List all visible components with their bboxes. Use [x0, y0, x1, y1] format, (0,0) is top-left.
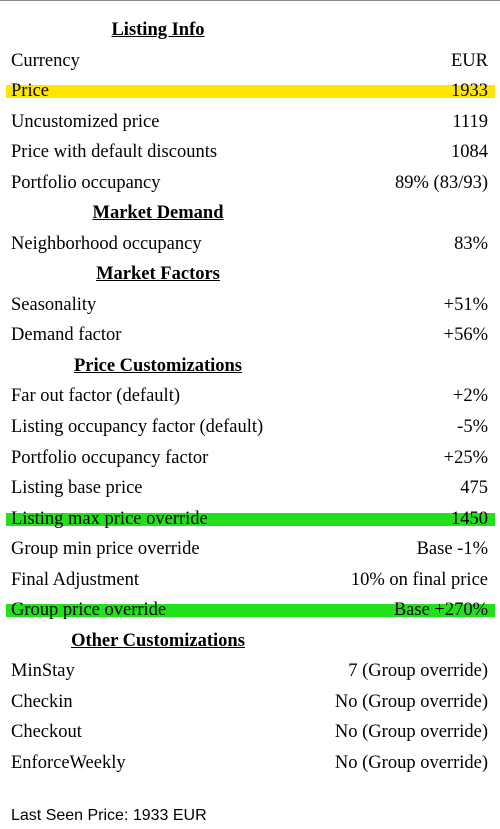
row: Currency EUR — [0, 46, 500, 76]
row: Uncustomized price 1119 — [0, 107, 500, 137]
section-header-line: Other Customizations — [0, 626, 500, 656]
section-header-line: Market Factors — [0, 259, 500, 289]
row: Neighborhood occupancy 83% — [0, 229, 500, 259]
section-title: Market Demand — [92, 203, 224, 224]
row-label: Far out factor (default) — [11, 386, 180, 407]
section-title: Listing Info — [111, 20, 205, 40]
row-label: Uncustomized price — [11, 111, 160, 132]
row-highlight — [6, 512, 495, 526]
section-title: Market Factors — [96, 264, 220, 285]
row-value: No (Group override) — [334, 752, 488, 773]
row-value: 1084 — [451, 142, 488, 163]
row-label: Listing base price — [11, 478, 143, 499]
row: Final Adjustment 10% on final price — [0, 565, 500, 595]
row: Demand factor +56% — [0, 320, 500, 350]
row-label: Listing max price override — [11, 508, 208, 529]
row-label: Listing occupancy factor (default) — [11, 417, 264, 438]
row: Price with default discounts 1084 — [0, 137, 500, 167]
row-label: MinStay — [11, 661, 75, 682]
row: Listing occupancy factor (default) -5% — [0, 412, 500, 442]
row-value: +56% — [443, 325, 488, 346]
row: MinStay 7 (Group override) — [0, 656, 500, 686]
row: Listing max price override 1450 — [0, 504, 500, 534]
row-value: 10% on final price — [350, 569, 488, 590]
row-value: No (Group override) — [334, 691, 488, 712]
row: Portfolio occupancy factor +25% — [0, 443, 500, 473]
row-label: Neighborhood occupancy — [11, 233, 202, 254]
section-header-line: Market Demand — [0, 198, 500, 228]
row-value: Base +270% — [393, 600, 488, 621]
row-label: EnforceWeekly — [11, 752, 126, 773]
row-value: +25% — [443, 447, 488, 468]
row-value: 475 — [460, 478, 488, 499]
row: Far out factor (default) +2% — [0, 381, 500, 411]
row: Group price override Base +270% — [0, 595, 500, 625]
last-seen-price: Last Seen Price: 1933 EUR — [11, 807, 207, 824]
row-value: +2% — [452, 386, 488, 407]
row-label: Checkout — [11, 722, 82, 743]
row-value: +51% — [443, 294, 488, 315]
row-value: Base -1% — [416, 539, 488, 560]
row-value: 89% (83/93) — [395, 172, 488, 193]
row-value: 1119 — [452, 111, 488, 132]
section-header-line: Price Customizations — [0, 351, 500, 381]
row-value: 1450 — [451, 508, 488, 529]
row-label: Final Adjustment — [11, 569, 139, 590]
row: Price 1933 — [0, 76, 500, 106]
row-label: Portfolio occupancy — [11, 172, 161, 193]
row-label: Price — [11, 81, 50, 102]
row: Checkout No (Group override) — [0, 717, 500, 747]
row-value: 83% — [454, 233, 488, 254]
row-label: Seasonality — [11, 294, 97, 315]
section-header-line: Listing Info — [0, 15, 500, 45]
row-label: Portfolio occupancy factor — [11, 447, 209, 468]
row: EnforceWeekly No (Group override) — [0, 748, 500, 778]
row-label: Demand factor — [11, 325, 122, 346]
row-highlight — [6, 604, 495, 618]
row: Checkin No (Group override) — [0, 687, 500, 717]
row-label: Currency — [11, 50, 80, 71]
row: Seasonality +51% — [0, 290, 500, 320]
row-value: 1933 — [451, 81, 488, 102]
row-label: Group min price override — [11, 539, 200, 560]
row-label: Price with default discounts — [11, 142, 218, 163]
row-label: Group price override — [11, 600, 167, 621]
row: Portfolio occupancy 89% (83/93) — [0, 168, 500, 198]
row-value: EUR — [451, 50, 488, 71]
section-title: Price Customizations — [73, 355, 242, 376]
row-label: Checkin — [11, 691, 73, 712]
row-value: -5% — [457, 417, 488, 438]
section-title: Other Customizations — [71, 630, 245, 651]
row: Group min price override Base -1% — [0, 534, 500, 564]
row-value: No (Group override) — [334, 722, 488, 743]
row-value: 7 (Group override) — [348, 661, 488, 682]
row-highlight — [6, 85, 495, 99]
row: Listing base price 475 — [0, 473, 500, 503]
